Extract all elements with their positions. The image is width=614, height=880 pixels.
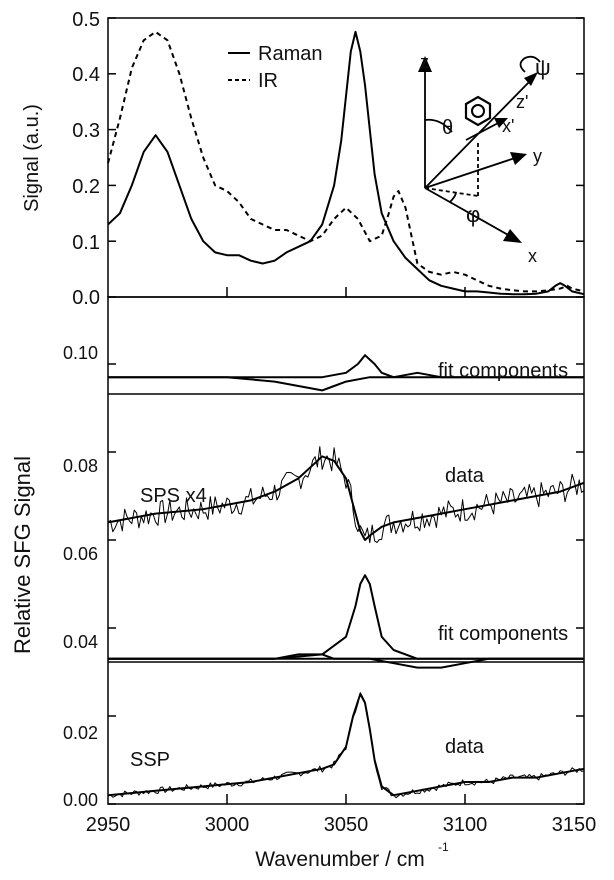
legend: Raman IR: [228, 43, 322, 92]
inset-label-x: x: [528, 246, 537, 266]
series-ir-line: [107, 30, 585, 293]
inset-label-phi: φ: [466, 202, 480, 227]
top-ytick-label: 0.1: [72, 232, 100, 254]
xtick-labels: 2950 3000 3050 3100 3150: [86, 814, 597, 836]
xtick-label: 3150: [552, 814, 597, 836]
x-axis-label-superscript: -1: [438, 840, 449, 854]
series-sps-x4-fit-line: [107, 455, 585, 541]
bottom-ytick-label: 0.00: [63, 790, 98, 810]
annotation-sps: SPS x4: [140, 485, 207, 507]
inset-psi-rotation-arrow: [519, 55, 541, 73]
annotation-fit-components-lower: fit components: [438, 623, 568, 645]
inset-x-axis: [424, 187, 511, 237]
inset-label-zprime: z': [516, 92, 528, 112]
xtick-label: 3000: [205, 814, 250, 836]
plot-lines: [107, 30, 585, 799]
top-y-axis-label: Signal (a.u.): [21, 104, 43, 212]
inset-phi-arc: [449, 191, 457, 203]
top-ytick-label: 0.5: [72, 9, 100, 31]
axis-ticks: [108, 17, 584, 805]
inset-projection-line: [424, 187, 479, 197]
top-ytick-labels: 0.0 0.1 0.2 0.3 0.4 0.5: [72, 9, 100, 309]
benzene-ring: [464, 95, 492, 127]
bottom-ytick-label: 0.10: [63, 343, 98, 363]
series-ssp-fit-component-peak--line: [108, 574, 584, 660]
legend-ir-label: IR: [258, 70, 278, 92]
bottom-ytick-label: 0.04: [63, 632, 98, 652]
inset-zprime-arrowhead: [524, 72, 538, 86]
inset-labels: z z' x' y x ψ θ φ: [420, 52, 551, 266]
bottom-ytick-label: 0.02: [63, 723, 98, 743]
inset-label-theta: θ: [442, 117, 453, 139]
legend-raman-label: Raman: [258, 43, 322, 65]
bottom-ytick-labels: 0.00 0.02 0.04 0.06 0.08 0.10: [63, 343, 98, 810]
inset-y-axis: [424, 157, 516, 189]
xtick-label: 3100: [443, 814, 488, 836]
inset-xprime-arrowhead: [494, 118, 508, 128]
sps-data-trace: [107, 446, 585, 544]
inset-coordinate-diagram: [418, 55, 541, 243]
xtick-label: 3050: [324, 814, 369, 836]
inset-x-arrowhead: [503, 229, 522, 243]
series-ssp-fit-component-negative--line: [108, 657, 584, 669]
inset-xprime-axis: [465, 121, 501, 141]
bottom-y-axis-label: Relative SFG Signal: [10, 456, 35, 654]
inset-label-xprime: x': [502, 116, 514, 136]
series-sps-fit-component-positive--line: [108, 354, 584, 379]
annotation-data-ssp: data: [445, 736, 485, 758]
benzene-inner-ring: [471, 104, 485, 118]
series-raman-line: [107, 30, 585, 296]
top-ytick-label: 0.2: [72, 176, 100, 198]
inset-label-psi: ψ: [535, 55, 551, 80]
xtick-label: 2950: [86, 814, 131, 836]
inset-z-arrowhead: [418, 56, 432, 72]
bottom-ytick-label: 0.06: [63, 544, 98, 564]
ssp-data-trace: [107, 692, 585, 799]
inset-label-y: y: [533, 146, 542, 166]
top-ytick-label: 0.4: [72, 64, 100, 86]
x-axis-label: Wavenumber / cm: [255, 848, 425, 871]
top-ytick-label: 0.0: [72, 287, 100, 309]
bottom-ytick-label: 0.08: [63, 456, 98, 476]
series-ssp-fit-line: [107, 693, 585, 797]
annotation-fit-components-upper: fit components: [438, 360, 568, 382]
inset-y-arrowhead: [510, 152, 527, 165]
top-ytick-label: 0.3: [72, 120, 100, 142]
inset-label-z: z: [420, 52, 429, 72]
inset-theta-arc: [424, 118, 453, 133]
annotation-data-sps: data: [445, 465, 485, 487]
annotation-ssp: SSP: [130, 749, 170, 771]
series-sps-fit-component-negative--line: [108, 376, 584, 392]
